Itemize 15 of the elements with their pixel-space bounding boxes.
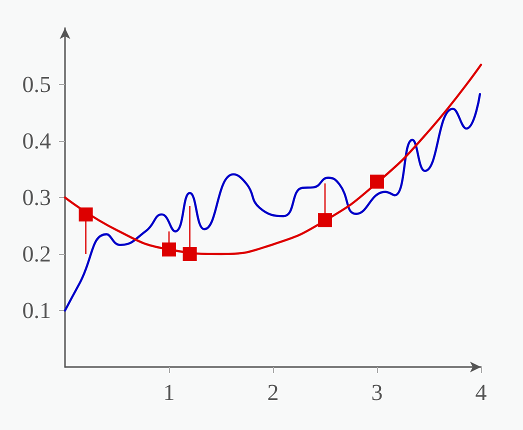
- x-tick-label: 1: [163, 380, 175, 405]
- line-series: [64, 93, 482, 312]
- point: [182, 247, 197, 261]
- point: [318, 213, 332, 228]
- y-tick-label: 0.5: [22, 72, 51, 97]
- point: [370, 174, 384, 189]
- x-tick-label: 2: [267, 380, 279, 405]
- y-tick-label: 0.1: [22, 298, 51, 323]
- y-tick-label: 0.4: [22, 128, 52, 154]
- point: [162, 242, 176, 256]
- y-tick-label: 0.2: [22, 242, 51, 266]
- y-tick-label: 0.3: [22, 185, 51, 210]
- x-tick-label: 4: [475, 380, 488, 405]
- point: [78, 207, 93, 222]
- x-tick-label: 3: [371, 380, 383, 405]
